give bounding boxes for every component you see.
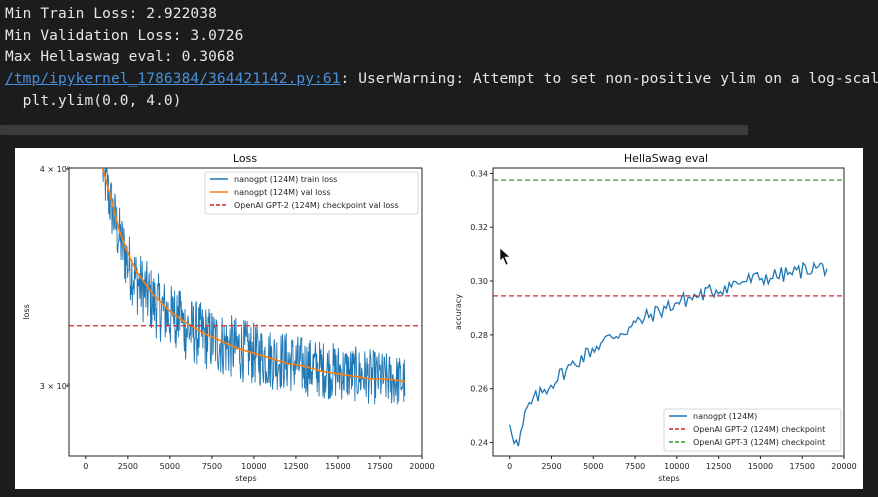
hellaswag-xtick-label: 17500 bbox=[789, 462, 814, 471]
legend-gpt2-loss-label: OpenAI GPT-2 (124M) checkpoint val loss bbox=[234, 201, 399, 210]
hellaswag-xtick-label: 10000 bbox=[664, 462, 689, 471]
hellaswag-chart-title: HellaSwag eval bbox=[624, 152, 708, 165]
hellaswag-ylabel: accuracy bbox=[454, 294, 463, 330]
loss-plot-frame bbox=[68, 167, 423, 457]
loss-xtick-label: 0 bbox=[83, 462, 88, 471]
hellaswag-legend-box bbox=[663, 408, 842, 452]
legend-gpt3-label: OpenAI GPT-3 (124M) checkpoint bbox=[693, 438, 825, 447]
hellaswag-legend: nanogpt (124M) OpenAI GPT-2 (124M) check… bbox=[663, 408, 842, 452]
hellaswag-ytick-label: 0.26 bbox=[470, 385, 488, 394]
warning-line: /tmp/ipykernel_1786384/364421142.py:61: … bbox=[5, 71, 878, 87]
hellaswag-series-group bbox=[493, 179, 844, 447]
loss-ylabel: loss bbox=[22, 304, 31, 319]
figure-output: Loss 0 2500 5000 7500 10000 12500 15000 17500 20… bbox=[15, 148, 863, 489]
loss-xtick-label: 20000 bbox=[409, 462, 434, 471]
loss-xtick-label: 10000 bbox=[241, 462, 266, 471]
loss-chart: Loss 0 2500 5000 7500 10000 12500 15000 17500 20… bbox=[22, 152, 435, 483]
hellaswag-xtick-label: 7500 bbox=[625, 462, 645, 471]
loss-ytick-4: 4 × 10⁰ bbox=[40, 165, 70, 174]
hellaswag-xtick-label: 2500 bbox=[541, 462, 561, 471]
mouse-cursor-icon bbox=[499, 247, 511, 266]
legend-train-label: nanogpt (124M) train loss bbox=[234, 175, 337, 184]
warning-text: : UserWarning: Attempt to set non-positi… bbox=[340, 71, 878, 87]
loss-xtick-label: 12500 bbox=[283, 462, 308, 471]
figure-svg: Loss 0 2500 5000 7500 10000 12500 15000 17500 20… bbox=[22, 152, 857, 483]
hellaswag-xlabel: steps bbox=[658, 474, 679, 483]
loss-series-group bbox=[69, 168, 422, 405]
loss-ytick-3: 3 × 10⁰ bbox=[40, 382, 70, 391]
hellaswag-xtick-label: 12500 bbox=[706, 462, 731, 471]
loss-xtick-label: 17500 bbox=[367, 462, 392, 471]
max-hellaswag-line: Max Hellaswag eval: 0.3068 bbox=[5, 49, 235, 65]
train-loss-line bbox=[102, 168, 406, 405]
loss-legend-box bbox=[204, 171, 419, 215]
nanogpt-hellaswag-line bbox=[509, 261, 828, 447]
hellaswag-xtick-label: 20000 bbox=[831, 462, 856, 471]
loss-xtick-label: 5000 bbox=[160, 462, 180, 471]
hellaswag-ytick-label: 0.30 bbox=[470, 277, 488, 286]
hellaswag-chart: HellaSwag eval 0 2500 5000 7500 10000 12500 15… bbox=[454, 152, 857, 483]
hellaswag-ytick-label: 0.24 bbox=[470, 439, 488, 448]
min-val-loss-line: Min Validation Loss: 3.0726 bbox=[5, 28, 244, 44]
horizontal-scrollbar[interactable] bbox=[0, 125, 748, 135]
loss-xtick-label: 15000 bbox=[325, 462, 350, 471]
loss-xlabel: steps bbox=[235, 474, 256, 483]
hellaswag-plot-frame bbox=[492, 167, 845, 457]
hellaswag-ytick-label: 0.32 bbox=[470, 223, 488, 232]
hellaswag-xtick-label: 5000 bbox=[583, 462, 603, 471]
console-output: Min Train Loss: 2.922038 Min Validation … bbox=[0, 0, 878, 120]
legend-gpt2-label: OpenAI GPT-2 (124M) checkpoint bbox=[693, 425, 825, 434]
val-loss-line bbox=[101, 168, 406, 383]
hellaswag-ytick-label: 0.34 bbox=[470, 169, 488, 178]
legend-nanogpt-label: nanogpt (124M) bbox=[693, 412, 757, 421]
hellaswag-xtick-label: 15000 bbox=[748, 462, 773, 471]
min-train-loss-line: Min Train Loss: 2.922038 bbox=[5, 6, 217, 22]
loss-chart-title: Loss bbox=[233, 152, 257, 165]
hellaswag-ytick-label: 0.28 bbox=[470, 331, 488, 340]
loss-xtick-label: 7500 bbox=[202, 462, 222, 471]
loss-legend: nanogpt (124M) train loss nanogpt (124M)… bbox=[204, 171, 419, 215]
loss-xtick-label: 2500 bbox=[118, 462, 138, 471]
warning-file-link[interactable]: /tmp/ipykernel_1786384/364421142.py:61 bbox=[5, 71, 341, 87]
hellaswag-xtick-label: 0 bbox=[507, 462, 512, 471]
legend-val-label: nanogpt (124M) val loss bbox=[234, 188, 331, 197]
ylim-code-line: plt.ylim(0.0, 4.0) bbox=[5, 93, 182, 109]
